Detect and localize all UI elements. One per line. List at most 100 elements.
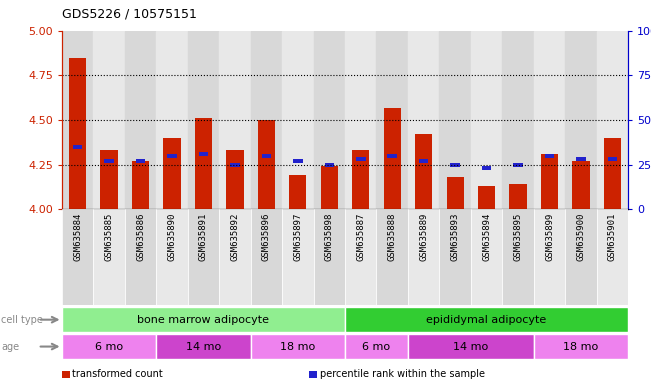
- Bar: [62, 307, 345, 332]
- Bar: [597, 31, 628, 209]
- Text: GSM635890: GSM635890: [167, 212, 176, 260]
- Text: 18 mo: 18 mo: [563, 341, 599, 352]
- Text: age: age: [1, 341, 20, 352]
- Text: transformed count: transformed count: [72, 369, 163, 379]
- Bar: [471, 209, 503, 305]
- Bar: [314, 209, 345, 305]
- Bar: [408, 334, 534, 359]
- Bar: [534, 209, 565, 305]
- Bar: [251, 209, 282, 305]
- Bar: [93, 31, 125, 209]
- Bar: [478, 186, 495, 209]
- Bar: [376, 209, 408, 305]
- Text: bone marrow adipocyte: bone marrow adipocyte: [137, 314, 270, 325]
- Bar: [62, 209, 93, 305]
- Bar: [345, 209, 376, 305]
- Bar: [125, 31, 156, 209]
- Text: GSM635888: GSM635888: [388, 212, 396, 260]
- Bar: [156, 209, 187, 305]
- Bar: [408, 209, 439, 305]
- Bar: [597, 209, 628, 305]
- Bar: [195, 118, 212, 209]
- Bar: [219, 31, 251, 209]
- Text: percentile rank within the sample: percentile rank within the sample: [320, 369, 484, 379]
- Bar: [541, 154, 558, 209]
- Bar: [572, 161, 590, 209]
- Text: 6 mo: 6 mo: [363, 341, 391, 352]
- Text: 14 mo: 14 mo: [186, 341, 221, 352]
- Bar: [565, 209, 597, 305]
- Text: GSM635886: GSM635886: [136, 212, 145, 260]
- Bar: [383, 108, 401, 209]
- Text: GSM635901: GSM635901: [608, 212, 617, 260]
- Bar: [439, 31, 471, 209]
- Bar: [503, 209, 534, 305]
- Bar: [282, 31, 314, 209]
- Text: GSM635900: GSM635900: [577, 212, 585, 260]
- Bar: [289, 175, 307, 209]
- Bar: [187, 209, 219, 305]
- Text: GSM635891: GSM635891: [199, 212, 208, 260]
- Text: GSM635896: GSM635896: [262, 212, 271, 260]
- Bar: [104, 159, 114, 163]
- Bar: [230, 163, 240, 167]
- Text: GSM635894: GSM635894: [482, 212, 491, 260]
- Bar: [503, 31, 534, 209]
- Bar: [62, 334, 156, 359]
- Bar: [156, 31, 187, 209]
- Bar: [387, 154, 397, 158]
- Bar: [356, 157, 365, 161]
- Text: GSM635884: GSM635884: [73, 212, 82, 260]
- Bar: [415, 134, 432, 209]
- Bar: [293, 159, 303, 163]
- Text: cell type: cell type: [1, 314, 43, 325]
- Text: GSM635889: GSM635889: [419, 212, 428, 260]
- Text: GSM635892: GSM635892: [230, 212, 240, 260]
- Bar: [321, 166, 338, 209]
- Text: 14 mo: 14 mo: [453, 341, 488, 352]
- Bar: [251, 334, 345, 359]
- Text: GSM635895: GSM635895: [514, 212, 523, 260]
- Text: GSM635887: GSM635887: [356, 212, 365, 260]
- Text: GDS5226 / 10575151: GDS5226 / 10575151: [62, 8, 197, 21]
- Bar: [187, 31, 219, 209]
- Bar: [167, 154, 176, 158]
- Bar: [408, 31, 439, 209]
- Bar: [534, 334, 628, 359]
- Bar: [262, 154, 271, 158]
- Text: epididymal adipocyte: epididymal adipocyte: [426, 314, 547, 325]
- Bar: [514, 163, 523, 167]
- Bar: [73, 145, 82, 149]
- Bar: [93, 209, 125, 305]
- Bar: [345, 307, 628, 332]
- Bar: [282, 209, 314, 305]
- Text: GSM635893: GSM635893: [450, 212, 460, 260]
- Bar: [258, 120, 275, 209]
- Bar: [136, 159, 145, 163]
- Bar: [352, 151, 369, 209]
- Bar: [471, 31, 503, 209]
- Bar: [565, 31, 597, 209]
- Bar: [251, 31, 282, 209]
- Bar: [325, 163, 334, 167]
- Bar: [608, 157, 617, 161]
- Bar: [219, 209, 251, 305]
- Text: 6 mo: 6 mo: [95, 341, 123, 352]
- Bar: [419, 159, 428, 163]
- Bar: [156, 334, 251, 359]
- Bar: [447, 177, 464, 209]
- Bar: [345, 334, 408, 359]
- Bar: [510, 184, 527, 209]
- Bar: [132, 161, 149, 209]
- Text: GSM635898: GSM635898: [325, 212, 334, 260]
- Bar: [62, 31, 93, 209]
- Bar: [199, 152, 208, 156]
- Text: GSM635899: GSM635899: [545, 212, 554, 260]
- Text: 18 mo: 18 mo: [280, 341, 316, 352]
- Bar: [576, 157, 586, 161]
- Text: GSM635897: GSM635897: [294, 212, 302, 260]
- Bar: [314, 31, 345, 209]
- Text: GSM635885: GSM635885: [105, 212, 113, 260]
- Bar: [534, 31, 565, 209]
- Bar: [482, 166, 492, 170]
